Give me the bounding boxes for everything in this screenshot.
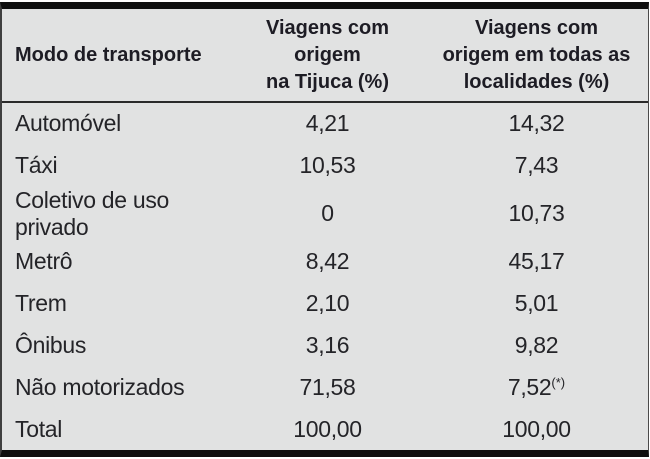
table-body: Automóvel 4,21 14,32 Táxi 10,53 7,43 Col… [2,103,648,450]
cell-mode: Automóvel [15,110,121,137]
cell-mode: Total [15,415,63,442]
table-row: Coletivo de uso privado 0 10,73 [2,187,648,241]
cell-todas-value: 5,01 [514,290,559,316]
cell-todas-value: 9,82 [514,331,559,358]
cell-todas-value: 45,17 [508,248,565,275]
cell-mode: Trem [15,290,67,316]
cell-mode: Metrô [15,248,73,275]
cell-todas: 9,82 [425,332,648,359]
cell-todas-value: 14,32 [508,110,565,137]
table-row: Ônibus 3,16 9,82 [2,324,648,366]
cell-mode: Não motorizados [15,373,185,400]
cell-todas: 14,32 [425,110,648,137]
cell-tijuca: 71,58 [299,373,356,400]
header-todas: Viagens com origem em todas as localidad… [442,16,631,93]
table-row: Metrô 8,42 45,17 [2,241,648,283]
footnote-marker: (*) [551,374,566,390]
cell-todas: 7,52(*) [425,374,648,401]
cell-todas: 7,43 [425,152,648,179]
cell-todas: 45,17 [425,248,648,275]
cell-tijuca: 4,21 [305,110,350,137]
cell-tijuca: 2,10 [305,290,350,316]
cell-mode: Coletivo de uso privado [15,186,170,240]
cell-mode: Táxi [15,152,58,179]
cell-todas-value: 7,43 [514,152,559,179]
cell-todas-value: 100,00 [502,415,571,442]
cell-tijuca: 0 [321,200,334,227]
header-mode: Modo de transporte [15,43,202,66]
table-row: Trem 2,10 5,01 [2,283,648,325]
cell-todas: 5,01 [425,290,648,317]
table-row: Automóvel 4,21 14,32 [2,103,648,145]
cell-mode: Ônibus [15,331,87,358]
table-row: Táxi 10,53 7,43 [2,145,648,187]
cell-tijuca: 10,53 [299,152,356,179]
cell-todas: 10,73 [425,200,648,227]
table-header-row: Modo de transporte Viagens com origem na… [2,9,648,103]
cell-todas: 100,00 [425,416,648,443]
header-tijuca: Viagens com origem na Tijuca (%) [265,16,390,93]
cell-tijuca: 3,16 [305,331,350,358]
cell-tijuca: 8,42 [305,248,350,275]
cell-todas-value: 10,73 [508,200,565,227]
table-row: Não motorizados 71,58 7,52(*) [2,366,648,408]
table-row: Total 100,00 100,00 [2,408,648,450]
cell-todas-value: 7,52 [507,373,552,400]
cell-tijuca: 100,00 [293,415,362,442]
